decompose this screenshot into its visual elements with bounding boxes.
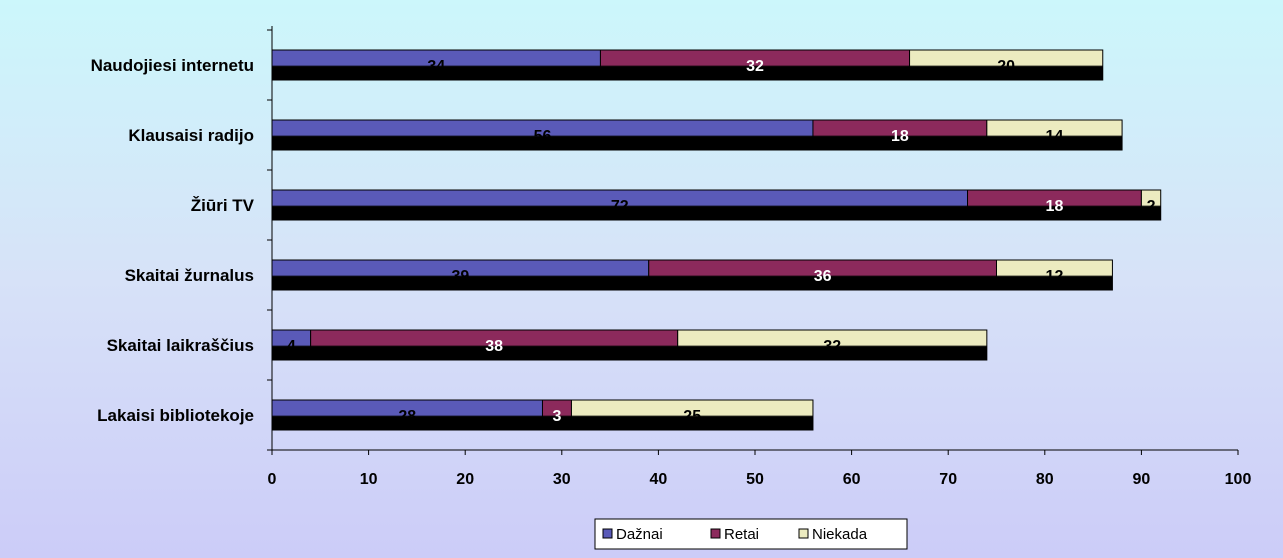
data-label-skaitai-zurnalus-daznai: 39 — [451, 268, 469, 285]
bar-skaitai-zurnalus-niekada — [996, 259, 1113, 291]
bar-skaitai-laikrascius-niekada — [677, 329, 988, 361]
bar-lakaisi-bibliotekoje-niekada — [570, 399, 814, 431]
legend-swatch-niekada — [798, 528, 809, 539]
category-label-klausaisi-radijo: Klausaisi radijo — [128, 126, 254, 145]
x-tick-label-10: 10 — [360, 471, 378, 488]
legend-label-daznai: Dažnai — [616, 526, 663, 543]
category-label-ziuri-tv: Žiūri TV — [191, 196, 255, 215]
x-tick-label-60: 60 — [843, 471, 861, 488]
bar-klausaisi-radijo-retai — [812, 119, 988, 151]
bar-naudojiesi-internetu-retai — [599, 49, 911, 81]
bar-lakaisi-bibliotekoje-retai — [541, 399, 572, 431]
x-tick-label-100: 100 — [1225, 471, 1252, 488]
axes-layer: Naudojiesi internetu Klausaisi radijo Žiūr… — [91, 26, 1252, 488]
data-label-skaitai-laikrascius-niekada: 32 — [823, 338, 841, 355]
legend-box — [594, 518, 908, 550]
bars-layer — [271, 49, 1162, 431]
bar-ziuri-tv-daznai — [271, 189, 969, 221]
data-label-skaitai-zurnalus-niekada: 12 — [1046, 268, 1064, 285]
data-label-naudojiesi-internetu-retai: 32 — [746, 58, 764, 75]
data-label-lakaisi-bibliotekoje-retai: 3 — [553, 408, 562, 425]
category-label-skaitai-zurnalus: Skaitai žurnalus — [125, 266, 254, 285]
x-tick-label-50: 50 — [746, 471, 764, 488]
legend: Dažnai Retai Niekada — [594, 518, 908, 550]
data-label-skaitai-laikrascius-retai: 38 — [485, 338, 503, 355]
data-label-naudojiesi-internetu-niekada: 20 — [997, 58, 1015, 75]
category-label-skaitai-laikrascius: Skaitai laikraščius — [107, 336, 254, 355]
x-tick-label-80: 80 — [1036, 471, 1054, 488]
data-labels-layer: 34 32 20 56 18 14 72 18 2 39 36 12 4 38 32 28 3 25 — [287, 58, 1156, 425]
data-label-ziuri-tv-retai: 18 — [1046, 198, 1064, 215]
bar-lakaisi-bibliotekoje-daznai — [271, 399, 543, 431]
bar-klausaisi-radijo-niekada — [986, 119, 1123, 151]
data-label-klausaisi-radijo-niekada: 14 — [1046, 128, 1064, 145]
data-label-skaitai-laikrascius-daznai: 4 — [287, 338, 296, 355]
bar-skaitai-laikrascius-retai — [310, 329, 679, 361]
bar-naudojiesi-internetu-niekada — [909, 49, 1104, 81]
data-label-lakaisi-bibliotekoje-niekada: 25 — [683, 408, 701, 425]
x-tick-label-0: 0 — [268, 471, 277, 488]
x-tick-label-30: 30 — [553, 471, 571, 488]
category-label-lakaisi-bibliotekoje: Lakaisi bibliotekoje — [97, 406, 254, 425]
category-label-naudojiesi-internetu: Naudojiesi internetu — [91, 56, 254, 75]
x-tick-label-90: 90 — [1133, 471, 1151, 488]
legend-label-niekada: Niekada — [812, 526, 868, 543]
data-label-naudojiesi-internetu-daznai: 34 — [427, 58, 445, 75]
data-label-lakaisi-bibliotekoje-daznai: 28 — [398, 408, 416, 425]
x-tick-label-20: 20 — [456, 471, 474, 488]
data-label-klausaisi-radijo-retai: 18 — [891, 128, 909, 145]
legend-swatch-retai — [710, 528, 721, 539]
bar-skaitai-zurnalus-retai — [648, 259, 997, 291]
bar-naudojiesi-internetu-daznai — [271, 49, 601, 81]
bar-ziuri-tv-niekada — [1140, 189, 1162, 221]
x-tick-label-70: 70 — [939, 471, 957, 488]
bar-skaitai-laikrascius-daznai — [271, 329, 312, 361]
data-label-ziuri-tv-niekada: 2 — [1147, 198, 1156, 215]
x-tick-label-40: 40 — [650, 471, 668, 488]
legend-label-retai: Retai — [724, 526, 759, 543]
legend-swatch-daznai — [602, 528, 613, 539]
data-label-ziuri-tv-daznai: 72 — [611, 198, 629, 215]
bar-ziuri-tv-retai — [967, 189, 1142, 221]
data-label-klausaisi-radijo-daznai: 56 — [534, 128, 552, 145]
data-label-skaitai-zurnalus-retai: 36 — [814, 268, 832, 285]
